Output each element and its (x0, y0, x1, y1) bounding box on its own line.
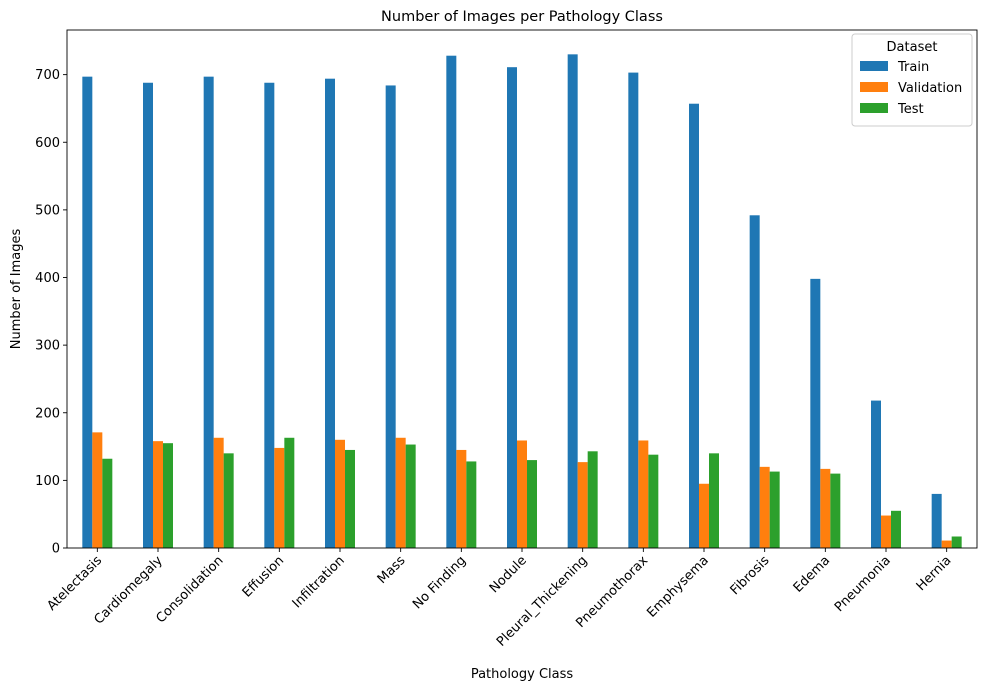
bar-validation-hernia (941, 540, 952, 548)
bar-test-edema (830, 473, 841, 548)
legend-title: Dataset (887, 40, 938, 55)
bar-train-no-finding (446, 55, 457, 548)
bar-validation-consolidation (213, 437, 224, 548)
bar-validation-effusion (274, 447, 285, 548)
bar-validation-edema (820, 468, 831, 548)
bar-train-infiltration (325, 78, 335, 548)
legend: Dataset Train Validation Test (851, 33, 973, 127)
bar-train-pneumonia (871, 400, 881, 548)
y-tick-label: 600 (35, 136, 60, 151)
bar-train-cardiomegaly (143, 82, 153, 548)
bar-train-effusion (264, 82, 275, 548)
bar-validation-mass (395, 437, 406, 548)
bar-test-hernia (951, 536, 962, 548)
bar-test-cardiomegaly (163, 443, 173, 548)
bar-test-pneumonia (891, 510, 901, 548)
bar-validation-pleural-thickening (577, 462, 588, 548)
bar-train-pleural-thickening (567, 54, 578, 549)
bar-validation-emphysema (699, 483, 709, 548)
legend-swatch-test (860, 103, 888, 113)
y-tick-label: 400 (35, 271, 60, 286)
bar-test-effusion (284, 437, 295, 548)
bar-test-infiltration (345, 449, 355, 548)
bar-test-pleural-thickening (587, 451, 598, 548)
bar-test-no-finding (466, 461, 477, 548)
x-axis-label: Pathology Class (471, 667, 574, 682)
bar-train-nodule (507, 67, 517, 548)
bar-validation-pneumonia (881, 515, 891, 548)
bar-test-mass (405, 444, 416, 548)
bar-train-emphysema (689, 103, 699, 549)
bar-validation-no-finding (456, 449, 467, 548)
y-tick-label: 0 (52, 542, 60, 557)
chart-title: Number of Images per Pathology Class (381, 9, 663, 25)
bar-validation-fibrosis (759, 466, 770, 548)
bar-train-atelectasis (82, 76, 93, 548)
y-tick-label: 100 (35, 474, 60, 489)
bar-test-fibrosis (769, 471, 780, 548)
y-tick-label: 300 (35, 339, 60, 354)
bar-test-atelectasis (102, 458, 113, 548)
bars-group (82, 54, 962, 549)
y-tick-label: 700 (35, 68, 60, 83)
bar-validation-cardiomegaly (153, 441, 163, 548)
bar-test-emphysema (709, 453, 719, 548)
bar-validation-infiltration (335, 439, 345, 548)
legend-swatch-validation (860, 82, 888, 92)
y-tick-label: 500 (35, 203, 60, 218)
bar-train-consolidation (203, 76, 214, 548)
y-axis-label: Number of Images (9, 229, 24, 350)
legend-label-train: Train (897, 60, 929, 75)
bar-train-edema (810, 278, 821, 548)
legend-label-test: Test (897, 102, 924, 117)
y-tick-label: 200 (35, 406, 60, 421)
legend-swatch-train (860, 61, 888, 71)
bar-validation-atelectasis (92, 432, 103, 548)
bar-test-nodule (527, 460, 537, 548)
bar-test-consolidation (223, 453, 234, 548)
bar-train-hernia (931, 493, 942, 548)
bar-train-pneumothorax (628, 72, 639, 548)
bar-test-pneumothorax (648, 454, 659, 548)
bar-validation-pneumothorax (638, 440, 649, 548)
bar-train-fibrosis (749, 215, 760, 549)
legend-label-validation: Validation (898, 81, 962, 96)
bar-train-mass (385, 85, 396, 548)
bar-validation-nodule (517, 440, 527, 548)
